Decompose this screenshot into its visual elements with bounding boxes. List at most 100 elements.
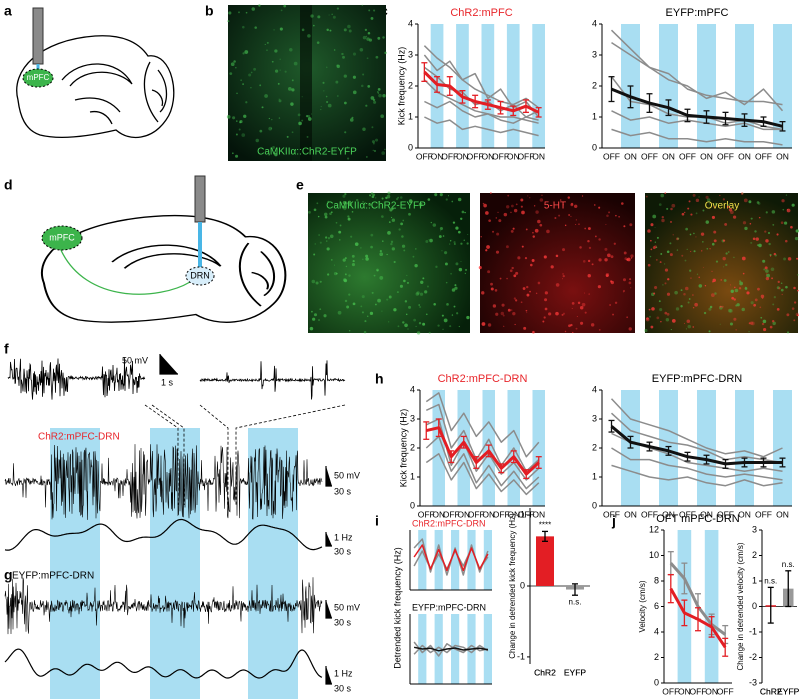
microscopy-texture: [426, 285, 429, 288]
microscopy-texture: [598, 329, 601, 331]
microscopy-texture: [343, 278, 348, 283]
y-axis-label: Velocity (cm/s): [638, 580, 647, 632]
microscopy-texture: [502, 314, 505, 317]
y-tick-label: 2: [752, 550, 757, 560]
light-on-band: [467, 530, 476, 590]
microscopy-texture: [250, 71, 253, 74]
microscopy-texture: [671, 319, 676, 323]
ephys-trace: [4, 444, 323, 520]
microscopy-texture: [570, 203, 574, 207]
microscopy-texture: [326, 28, 329, 32]
microscopy-texture: [783, 221, 788, 225]
microscopy-texture: [740, 192, 744, 195]
microscopy-texture: [568, 214, 571, 217]
microscopy-texture: [362, 73, 365, 76]
microscopy-texture: [251, 7, 256, 11]
microscopy-texture: [492, 230, 495, 233]
microscopy-texture: [343, 74, 347, 78]
microscopy-texture: [386, 194, 391, 199]
microscopy-texture: [573, 204, 578, 208]
microscopy-texture: [301, 28, 305, 32]
microscopy-texture: [330, 211, 333, 214]
light-on-band: [451, 530, 460, 590]
microscopy-texture: [780, 221, 784, 225]
image-caption: 5-HT: [544, 201, 566, 212]
subject-line: [423, 45, 540, 109]
microscopy-texture: [720, 279, 722, 281]
microscopy-texture: [457, 230, 461, 234]
microscopy-texture: [318, 319, 320, 321]
microscopy-texture: [277, 82, 280, 85]
microscopy-texture: [661, 218, 665, 223]
microscopy-texture: [408, 212, 411, 216]
microscopy-texture: [370, 233, 374, 237]
microscopy-texture: [371, 140, 375, 144]
microscopy-texture: [604, 247, 608, 251]
microscopy-texture: [650, 239, 652, 242]
microscopy-texture: [531, 259, 535, 262]
microscopy-texture: [379, 252, 384, 257]
microscopy-texture: [666, 250, 670, 254]
microscopy-texture: [664, 268, 669, 272]
microscopy-texture: [278, 99, 282, 103]
microscopy-texture: [360, 247, 362, 249]
microscopy-texture: [481, 322, 486, 326]
microscopy-texture: [562, 278, 564, 280]
microscopy-texture: [692, 294, 694, 296]
microscopy-texture: [771, 277, 773, 280]
microscopy-texture: [245, 101, 248, 104]
microscopy-texture: [626, 316, 629, 319]
microscopy-texture: [755, 237, 759, 241]
microscopy-texture: [381, 310, 383, 312]
y-tick-label: 1: [592, 471, 597, 481]
y-tick-label: 4: [654, 626, 659, 636]
x-tick-label: ON: [457, 509, 470, 519]
image-caption: CaMKIIα::ChR2-EYFP: [326, 201, 426, 212]
microscopy-texture: [786, 331, 790, 334]
microscopy-texture: [343, 101, 347, 105]
microscopy-texture: [765, 211, 768, 214]
significance-label: n.s.: [764, 576, 777, 585]
microscopy-texture: [762, 259, 766, 263]
microscopy-texture: [746, 291, 750, 295]
microscopy-texture: [510, 204, 514, 208]
microscopy-texture: [449, 243, 451, 245]
microscopy-texture: [325, 95, 328, 98]
microscopy-texture: [618, 216, 620, 218]
microscopy-texture: [708, 330, 711, 333]
microscopy-texture: [331, 13, 333, 16]
microscopy-texture: [511, 266, 514, 270]
microscopy-texture: [693, 232, 695, 235]
microscopy-texture: [698, 276, 701, 279]
microscopy-texture: [487, 270, 491, 274]
microscopy-texture: [786, 208, 791, 213]
microscopy-texture: [242, 83, 244, 85]
microscopy-texture: [374, 150, 376, 152]
microscopy-texture: [541, 194, 543, 196]
microscopy-texture: [580, 321, 584, 325]
y-tick-label: 3: [408, 49, 413, 59]
microscopy-texture: [503, 325, 505, 327]
microscopy-texture: [733, 286, 736, 289]
microscopy-texture: [654, 285, 658, 290]
x-tick-label: EYFP: [777, 686, 800, 696]
region-label: mPFC: [27, 73, 50, 82]
microscopy-texture: [608, 211, 611, 214]
microscopy-texture: [581, 302, 586, 307]
microscopy-image: [480, 193, 635, 333]
microscopy-texture: [654, 241, 657, 243]
region-mpfc: [41, 225, 83, 251]
microscopy-texture: [351, 254, 355, 258]
y-tick-label: -3: [749, 677, 757, 687]
microscopy-texture: [659, 308, 663, 312]
x-tick-label: ON: [776, 509, 789, 519]
y-tick-label: 0: [752, 601, 757, 611]
microscopy-texture: [453, 243, 456, 246]
microscopy-texture: [724, 222, 728, 226]
microscopy-texture: [664, 263, 666, 265]
microscopy-texture: [291, 131, 294, 134]
microscopy-texture: [505, 205, 510, 209]
microscopy-texture: [244, 50, 249, 54]
microscopy-texture: [309, 326, 314, 331]
microscopy-texture: [311, 310, 313, 313]
